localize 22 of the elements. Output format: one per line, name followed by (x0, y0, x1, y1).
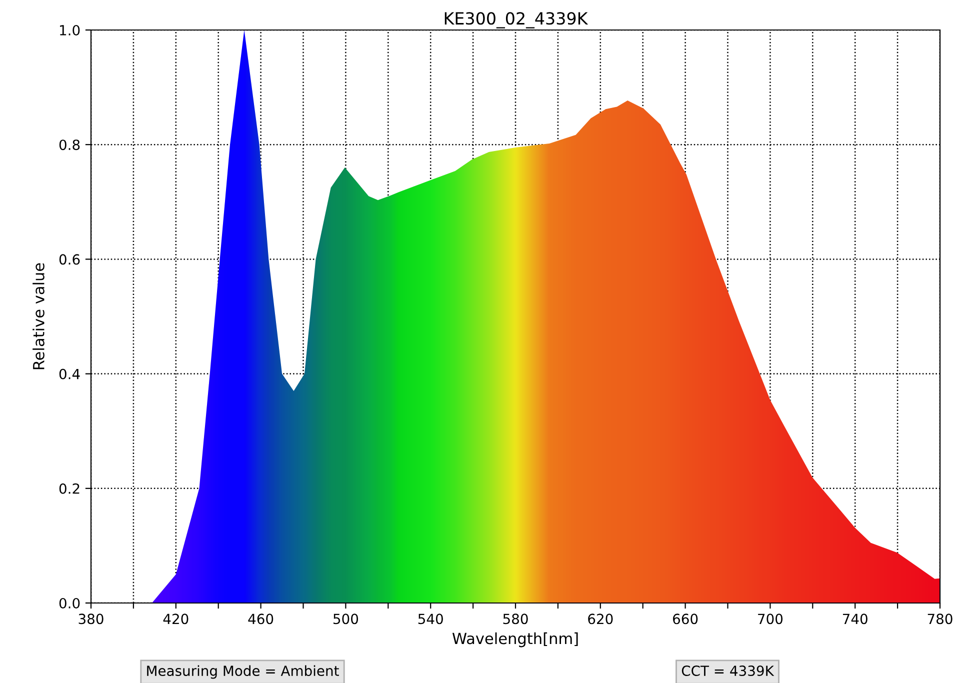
x-tick-label: 780 (928, 614, 952, 624)
x-tick-label: 620 (588, 614, 613, 624)
x-tick-label: 500 (334, 614, 358, 624)
x-tick-label: 540 (418, 614, 443, 624)
y-tick-label: 0.8 (59, 140, 80, 150)
x-tick-label: 420 (163, 614, 188, 624)
x-tick-label: 700 (758, 614, 783, 624)
x-tick-label: 380 (78, 614, 104, 624)
x-tick-label: 740 (842, 614, 868, 624)
y-tick-label: 1.0 (60, 24, 80, 36)
y-tick-label: 0.0 (59, 598, 80, 608)
y-tick-label: 0.4 (59, 368, 80, 380)
y-tick-label: 0.6 (59, 254, 80, 265)
text: Measuring Mode = Ambient (147, 665, 339, 679)
x-axis-title: Wavelength[nm] (452, 632, 578, 648)
text: CCT = 4339K (682, 666, 774, 676)
x-tick-label: 660 (673, 614, 698, 624)
y-axis-title: Relative value (32, 263, 44, 370)
y-tick-label: 0.2 (59, 483, 80, 494)
x-tick-label: 460 (248, 614, 274, 624)
x-tick-label: 580 (503, 614, 528, 624)
chart-title: KE300_02_4339K (444, 12, 588, 28)
